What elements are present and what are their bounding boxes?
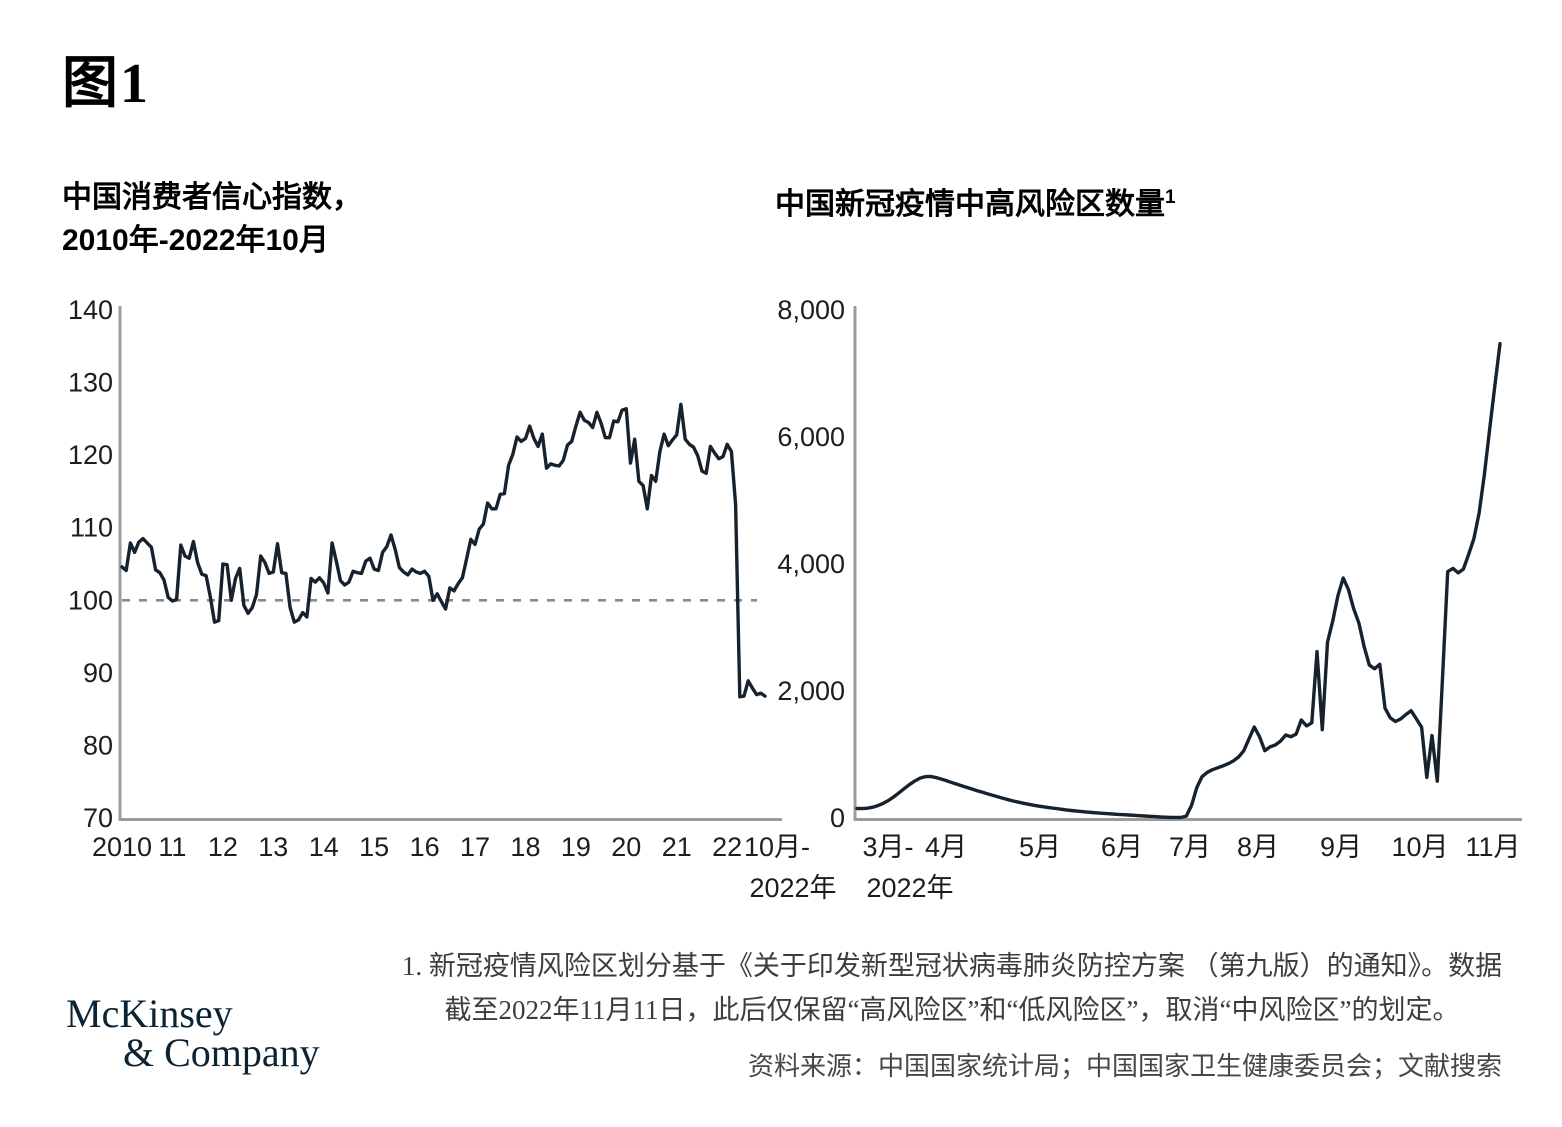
right-chart: 8,000 6,000 4,000 2,000 0 3月- 4月 5月 6月 7月 8月 9月 10月 1… (777, 295, 1522, 903)
x-tick-label: 4月 (925, 832, 967, 862)
y-tick-label: 2,000 (777, 676, 845, 706)
x-tick-label: 11 (158, 832, 186, 862)
series-line (120, 402, 767, 699)
series-line (855, 342, 1502, 820)
y-tick-label: 6,000 (777, 422, 845, 452)
right-chart-title: 中国新冠疫情中高风险区数量1 (775, 176, 1176, 226)
x-tick-label: 15 (359, 832, 389, 862)
x-tick-label: 18 (510, 832, 540, 862)
y-tick-label: 110 (70, 513, 113, 543)
logo-line1: McKinsey (66, 991, 233, 1036)
right-chart-title-footnote-marker: 1 (1165, 187, 1176, 208)
x-tick-label: 2010 (92, 832, 152, 862)
y-tick-label: 120 (68, 440, 113, 470)
y-tick-label: 130 (68, 368, 113, 398)
left-chart-title: 中国消费者信心指数， 2010年-2022年10月 (62, 176, 362, 262)
right-chart-title-text: 中国新冠疫情中高风险区数量 (775, 188, 1165, 221)
x-end-sub-label: 2022年 (749, 873, 836, 903)
y-tick-label: 8,000 (777, 295, 845, 325)
y-tick-label: 4,000 (777, 549, 845, 579)
logo-line2: & Company (123, 1030, 320, 1075)
x-tick-label: 14 (309, 832, 339, 862)
x-tick-label: 20 (611, 832, 641, 862)
x-tick-label: 17 (460, 832, 490, 862)
x-tick-label: 10月 (1391, 832, 1448, 862)
y-tick-label: 90 (83, 658, 113, 688)
x-tick-label: 19 (561, 832, 591, 862)
x-tick-label: 21 (662, 832, 692, 862)
y-tick-label: 70 (83, 803, 113, 833)
x-tick-label: 8月 (1237, 832, 1279, 862)
y-tick-label: 140 (68, 295, 113, 325)
x-tick-label: 5月 (1019, 832, 1061, 862)
footnote-line1: 1. 新冠疫情风险区划分基于《关于印发新型冠状病毒肺炎防控方案 （第九版）的通知… (401, 951, 1503, 981)
y-tick-label: 100 (68, 585, 113, 615)
x-first-sub-label: 2022年 (866, 873, 953, 903)
source-line: 资料来源：中国国家统计局；中国国家卫生健康委员会；文献搜索 (747, 1052, 1502, 1081)
x-tick-label: 7月 (1169, 832, 1211, 862)
x-tick-label: 16 (410, 832, 440, 862)
x-tick-label: 9月 (1320, 832, 1362, 862)
x-tick-label: 22 (712, 832, 742, 862)
footnote-line2: 截至2022年11月11日，此后仅保留“高风险区”和“低风险区”，取消“中风险区… (444, 995, 1460, 1025)
x-tick-label: 3月- (862, 832, 913, 862)
figure-label: 图1 (62, 53, 150, 115)
x-tick-label: 11月 (1465, 832, 1520, 862)
left-chart-title-line2: 2010年-2022年10月 (62, 224, 329, 257)
footnote: 1. 新冠疫情风险区划分基于《关于印发新型冠状病毒肺炎防控方案 （第九版）的通知… (368, 944, 1536, 1032)
x-end-label: 10月- (744, 832, 810, 862)
x-tick-label: 13 (258, 832, 288, 862)
mckinsey-logo: McKinsey & Company (66, 991, 320, 1075)
x-tick-label: 6月 (1101, 832, 1143, 862)
x-tick-label: 12 (208, 832, 238, 862)
y-tick-label: 0 (830, 803, 845, 833)
y-tick-label: 80 (83, 730, 113, 760)
left-chart-title-line1: 中国消费者信心指数， (62, 181, 362, 214)
